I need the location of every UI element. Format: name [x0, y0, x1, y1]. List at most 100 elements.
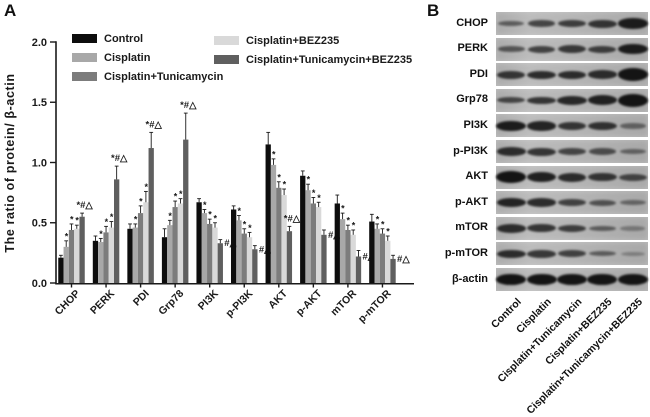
blot-row-label-CHOP: CHOP: [456, 16, 488, 29]
group-significance-PI3K: #△: [224, 238, 237, 249]
blot-band: [496, 120, 526, 132]
blot-band: [588, 70, 617, 79]
legend-label: Cisplatin+Tunicamycin: [104, 70, 224, 83]
panel-a-label: A: [4, 1, 17, 20]
blot-band: [527, 96, 556, 105]
significance-star: *: [174, 192, 178, 202]
blot-row-label-p-mTOR: p-mTOR: [444, 246, 488, 259]
bar-p-AKT-Cisplatin+Tunicamycin: [310, 203, 316, 283]
blot-band: [498, 21, 525, 26]
group-significance-AKT: *#△: [284, 213, 301, 224]
blot-band: [527, 121, 557, 131]
blot-band: [526, 171, 557, 183]
blot-band: [557, 95, 587, 105]
bar-p-PI3K-Cisplatin+Tunicamycin+BEZ235: [252, 249, 258, 283]
blot-band: [587, 273, 618, 286]
bar-p-PI3K-Control: [231, 209, 237, 283]
blot-band: [527, 147, 556, 156]
x-category-label-PDI: PDI: [131, 288, 152, 309]
blot-band: [619, 199, 646, 206]
blot-band: [588, 148, 616, 155]
blot-band: [588, 172, 617, 182]
significance-star: *: [208, 210, 212, 220]
blot-row-label-β-actin: β-actin: [451, 272, 488, 285]
blot-band: [557, 45, 587, 54]
bar-PDI-Cisplatin+Tunicamycin: [137, 213, 144, 283]
blot-strip-β-actin: [496, 268, 648, 291]
legend-item-Cisplatin+BEZ235: Cisplatin+BEZ235: [214, 31, 412, 50]
legend-swatch: [72, 53, 97, 62]
bar-p-AKT-Cisplatin+BEZ235: [316, 207, 322, 283]
blot-row-label-PDI: PDI: [469, 67, 488, 80]
legend-swatch: [214, 36, 239, 45]
bar-Grp78-Cisplatin+Tunicamycin: [172, 207, 178, 283]
bar-p-AKT-Cisplatin+Tunicamycin+BEZ235: [321, 234, 327, 283]
bar-PERK-Control: [92, 240, 99, 283]
blot-row-label-PI3K: PI3K: [463, 118, 488, 131]
blot-band: [618, 43, 648, 55]
panel-b-label: B: [427, 1, 440, 20]
legend-swatch: [72, 34, 97, 43]
blot-band: [558, 199, 586, 207]
blot-strip-p-mTOR: [496, 242, 648, 266]
bar-mTOR-Cisplatin+BEZ235: [350, 234, 356, 283]
significance-star: *: [386, 227, 390, 237]
significance-star: *: [214, 213, 218, 223]
significance-star: *: [139, 196, 143, 206]
significance-star: *: [381, 219, 385, 229]
blot-strip-CHOP: [496, 12, 648, 35]
blot-band: [526, 273, 557, 286]
legend-label: Cisplatin: [104, 51, 151, 64]
bar-AKT-Cisplatin: [270, 164, 277, 283]
group-significance-p-AKT: #△: [328, 230, 341, 241]
bar-CHOP-Cisplatin+BEZ235: [74, 228, 80, 283]
x-category-label-p-mTOR: p-mTOR: [356, 287, 394, 325]
significance-star: *: [341, 204, 345, 214]
group-significance-Grp78: *#△: [180, 100, 197, 111]
blot-strip-p-AKT: [496, 191, 648, 215]
x-category-label-CHOP: CHOP: [53, 288, 83, 318]
significance-star: *: [283, 180, 287, 190]
blot-band: [497, 46, 525, 52]
bar-AKT-Cisplatin+Tunicamycin: [276, 187, 282, 283]
significance-star: *: [237, 206, 241, 216]
bar-PDI-Control: [127, 228, 133, 283]
bar-PERK-Cisplatin+BEZ235: [108, 227, 114, 283]
bar-mTOR-Cisplatin+Tunicamycin+BEZ235: [355, 256, 362, 283]
significance-star: *: [312, 188, 316, 198]
x-category-label-p-PI3K: p-PI3K: [223, 287, 255, 319]
bar-PDI-Cisplatin: [132, 227, 138, 283]
bar-PI3K-Cisplatin+Tunicamycin: [207, 223, 213, 283]
significance-star: *: [70, 214, 74, 224]
significance-star: *: [134, 214, 138, 224]
bar-p-mTOR-Control: [369, 221, 375, 283]
bar-p-AKT-Control: [300, 175, 306, 283]
group-significance-PDI: *#△: [146, 119, 163, 130]
y-tick-label: 1.0: [32, 157, 47, 169]
bar-Grp78-Cisplatin: [167, 225, 173, 283]
blot-band: [620, 226, 646, 231]
blot-band: [619, 148, 646, 155]
blot-band: [527, 20, 556, 27]
blot-band: [527, 224, 556, 233]
blot-band: [496, 147, 526, 156]
x-category-label-AKT: AKT: [266, 287, 290, 311]
blot-band: [527, 45, 556, 53]
group-significance-PERK: *#△: [111, 153, 128, 164]
bar-p-PI3K-Cisplatin+Tunicamycin: [241, 233, 247, 283]
bar-p-PI3K-Cisplatin: [236, 220, 242, 283]
significance-star: *: [110, 212, 114, 222]
legend-item-Cisplatin: Cisplatin: [72, 48, 223, 67]
significance-star: *: [99, 229, 103, 239]
bar-p-AKT-Cisplatin: [305, 190, 311, 283]
x-category-label-PERK: PERK: [88, 287, 117, 316]
blot-band: [527, 198, 556, 207]
blot-band: [617, 68, 648, 81]
y-axis-title: The ratio of protein/ β-actin: [3, 73, 17, 252]
blot-band: [496, 224, 526, 233]
legend-item-Cisplatin+Tunicamycin+BEZ235: Cisplatin+Tunicamycin+BEZ235: [214, 50, 412, 69]
bar-CHOP-Cisplatin+Tunicamycin: [68, 229, 75, 283]
blot-band: [588, 45, 617, 53]
bar-Grp78-Cisplatin+BEZ235: [177, 203, 184, 283]
significance-star: *: [248, 223, 252, 233]
